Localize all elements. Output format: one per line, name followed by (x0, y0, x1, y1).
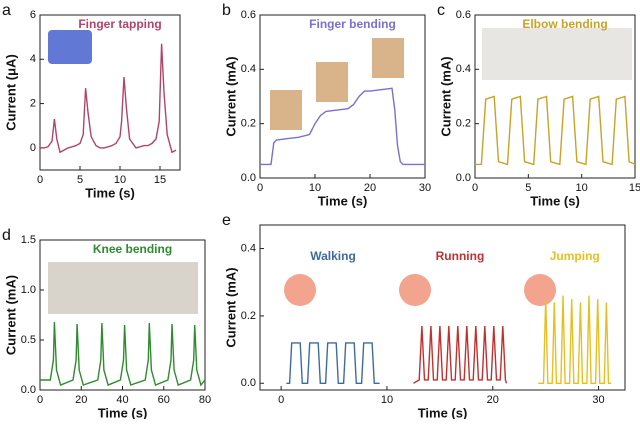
x-tick-label: 0 (37, 394, 43, 406)
plot-frame (259, 14, 426, 179)
x-tick-label: 0 (37, 174, 43, 186)
y-axis-label: Current (mA) (3, 275, 18, 355)
x-tick-label: 10 (309, 182, 321, 194)
x-tick-label: 20 (364, 182, 376, 194)
y-tick-label: 0.6 (241, 9, 256, 21)
x-tick-label: 0 (257, 182, 263, 194)
panel-letter: d (2, 227, 11, 244)
x-axis-label: Time (s) (85, 185, 135, 200)
chart-title: Elbow bending (522, 17, 607, 31)
series-label: Jumping (550, 249, 600, 263)
x-tick-label: 20 (75, 394, 87, 406)
y-tick-label: 0 (30, 142, 36, 154)
data-line (413, 325, 508, 384)
panel-letter: e (222, 212, 231, 229)
y-axis-label: Current (mA) (223, 56, 238, 136)
panel-letter: c (437, 2, 445, 19)
data-line (260, 87, 425, 166)
panel-letter: b (222, 2, 231, 19)
x-axis-label: Time (s) (318, 193, 368, 208)
y-tick-label: 0.0 (241, 377, 256, 389)
runner-icon (284, 274, 316, 306)
y-tick-label: 0.0 (21, 384, 36, 396)
plot-frame (474, 14, 636, 179)
y-tick-label: 0.2 (456, 118, 471, 130)
data-line (40, 321, 206, 387)
x-tick-label: 40 (116, 394, 128, 406)
y-tick-label: 1.0 (21, 284, 36, 296)
y-tick-label: 0.5 (21, 334, 36, 346)
x-tick-label: 80 (199, 394, 211, 406)
photo-knee (48, 262, 198, 314)
y-tick-label: 0.0 (456, 172, 471, 184)
x-tick-label: 0 (278, 394, 284, 406)
plot-frame (259, 224, 626, 391)
y-tick-label: 0.0 (241, 172, 256, 184)
y-tick-label: 0.2 (241, 118, 256, 130)
x-tick-label: 10 (576, 182, 588, 194)
y-tick-label: 0.4 (241, 242, 256, 254)
x-tick-label: 5 (77, 174, 83, 186)
x-tick-label: 10 (114, 174, 126, 186)
y-tick-label: 4 (30, 53, 36, 65)
y-tick-label: 0.4 (456, 63, 471, 75)
series-label: Running (436, 249, 485, 263)
y-tick-label: 0.6 (456, 9, 471, 21)
x-axis-label: Time (s) (530, 193, 580, 208)
chart-title: Knee bending (93, 242, 172, 256)
photo-hand (270, 90, 302, 130)
y-tick-label: 1.5 (21, 234, 36, 246)
plot-frame (39, 14, 181, 171)
x-tick-label: 10 (381, 394, 393, 406)
x-tick-label: 20 (487, 394, 499, 406)
chart-title: Finger tapping (78, 17, 161, 31)
x-tick-label: 15 (154, 174, 166, 186)
data-line (538, 295, 612, 384)
y-axis-label: Current (mA) (223, 267, 238, 347)
data-line (286, 342, 380, 384)
y-tick-label: 0.2 (241, 310, 256, 322)
y-tick-label: 6 (30, 9, 36, 21)
y-axis-label: Current (μA) (3, 54, 18, 131)
data-line (40, 43, 177, 154)
x-axis-label: Time (s) (418, 405, 468, 419)
series-label: Walking (310, 249, 356, 263)
data-line (475, 95, 636, 166)
chart-title: Finger bending (309, 17, 396, 31)
photo-finger (48, 30, 92, 64)
y-tick-label: 2 (30, 97, 36, 109)
runner-icon (399, 274, 431, 306)
x-tick-label: 30 (419, 182, 431, 194)
runner-icon (524, 274, 556, 306)
photo-elbow (482, 28, 632, 80)
x-axis-label: Time (s) (98, 405, 148, 419)
x-tick-label: 60 (158, 394, 170, 406)
y-tick-label: 0.4 (241, 63, 256, 75)
panel-letter: a (2, 2, 11, 19)
x-tick-label: 15 (629, 182, 640, 194)
x-tick-label: 0 (472, 182, 478, 194)
photo-hand (316, 62, 348, 102)
x-tick-label: 30 (592, 394, 604, 406)
photo-hand (372, 38, 404, 78)
y-axis-label: Current (mA) (438, 56, 453, 136)
x-tick-label: 5 (525, 182, 531, 194)
